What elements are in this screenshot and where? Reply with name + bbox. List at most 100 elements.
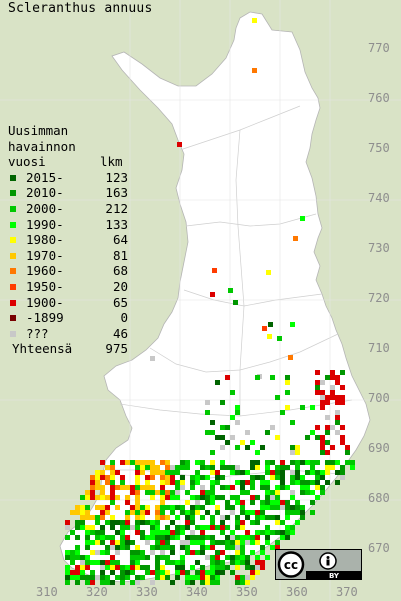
observation-square xyxy=(325,415,330,420)
observation-square xyxy=(125,520,130,525)
observation-square xyxy=(100,580,105,585)
observation-square xyxy=(210,465,215,470)
observation-square xyxy=(105,535,110,540)
observation-square xyxy=(295,465,300,470)
observation-square xyxy=(340,440,345,445)
observation-square xyxy=(85,495,90,500)
observation-square xyxy=(210,420,215,425)
observation-square xyxy=(110,570,115,575)
observation-square xyxy=(75,505,80,510)
observation-square xyxy=(95,550,100,555)
observation-square xyxy=(170,490,175,495)
observation-square xyxy=(135,555,140,560)
legend-row-label: 1970- xyxy=(26,247,64,263)
observation-square xyxy=(100,475,105,480)
observation-square xyxy=(270,495,275,500)
observation-square xyxy=(335,375,340,380)
observation-square xyxy=(225,425,230,430)
observation-square xyxy=(235,560,240,565)
observation-square xyxy=(65,535,70,540)
observation-square xyxy=(150,490,155,495)
observation-square xyxy=(280,480,285,485)
observation-square xyxy=(205,555,210,560)
observation-square xyxy=(245,515,250,520)
legend-row: 1960- 68 xyxy=(8,263,128,279)
observation-square xyxy=(190,515,195,520)
observation-square xyxy=(275,395,280,400)
observation-square xyxy=(95,520,100,525)
observation-square xyxy=(330,370,335,375)
observation-square xyxy=(220,465,225,470)
observation-square xyxy=(220,530,225,535)
observation-square xyxy=(210,450,215,455)
observation-square xyxy=(205,570,210,575)
observation-square xyxy=(255,530,260,535)
observation-square xyxy=(165,540,170,545)
observation-square xyxy=(300,510,305,515)
observation-square xyxy=(160,515,165,520)
observation-square xyxy=(110,580,115,585)
cc-text: cc xyxy=(284,558,298,572)
observation-square xyxy=(110,465,115,470)
observation-square xyxy=(165,525,170,530)
observation-square xyxy=(285,465,290,470)
observation-square xyxy=(165,465,170,470)
observation-square xyxy=(200,570,205,575)
observation-square xyxy=(200,505,205,510)
observation-square xyxy=(315,475,320,480)
observation-square xyxy=(235,525,240,530)
observation-square xyxy=(260,545,265,550)
observation-square xyxy=(210,565,215,570)
observation-square xyxy=(200,515,205,520)
observation-square xyxy=(70,550,75,555)
observation-square xyxy=(65,570,70,575)
observation-square xyxy=(155,525,160,530)
observation-square xyxy=(70,570,75,575)
observation-square xyxy=(215,495,220,500)
observation-square xyxy=(190,480,195,485)
legend-row: 1900- 65 xyxy=(8,295,128,311)
observation-square xyxy=(150,475,155,480)
observation-square xyxy=(180,555,185,560)
observation-square xyxy=(140,565,145,570)
observation-square xyxy=(165,505,170,510)
observation-square xyxy=(110,565,115,570)
observation-square xyxy=(275,545,280,550)
cc-by-license-badge[interactable]: cc BY xyxy=(275,549,362,580)
observation-square xyxy=(255,450,260,455)
observation-square xyxy=(130,525,135,530)
observation-square xyxy=(135,480,140,485)
observation-square xyxy=(145,505,150,510)
observation-square xyxy=(110,525,115,530)
observation-square xyxy=(95,515,100,520)
observation-square xyxy=(155,505,160,510)
observation-square xyxy=(90,475,95,480)
observation-square xyxy=(250,520,255,525)
observation-square xyxy=(150,550,155,555)
observation-square xyxy=(190,565,195,570)
observation-square xyxy=(165,495,170,500)
observation-square xyxy=(65,580,70,585)
observation-square xyxy=(170,530,175,535)
observation-square xyxy=(220,540,225,545)
observation-square xyxy=(205,465,210,470)
observation-square xyxy=(115,545,120,550)
observation-square xyxy=(70,560,75,565)
observation-square xyxy=(75,510,80,515)
observation-square xyxy=(200,525,205,530)
observation-square xyxy=(160,535,165,540)
observation-square xyxy=(275,485,280,490)
observation-square xyxy=(125,510,130,515)
observation-square xyxy=(120,575,125,580)
observation-square xyxy=(200,565,205,570)
observation-square xyxy=(200,580,205,585)
observation-square xyxy=(225,555,230,560)
observation-square xyxy=(205,510,210,515)
observation-square xyxy=(140,505,145,510)
observation-square xyxy=(165,490,170,495)
observation-square xyxy=(280,535,285,540)
observation-square xyxy=(205,410,210,415)
observation-square xyxy=(175,480,180,485)
observation-square xyxy=(240,550,245,555)
observation-square xyxy=(330,375,335,380)
